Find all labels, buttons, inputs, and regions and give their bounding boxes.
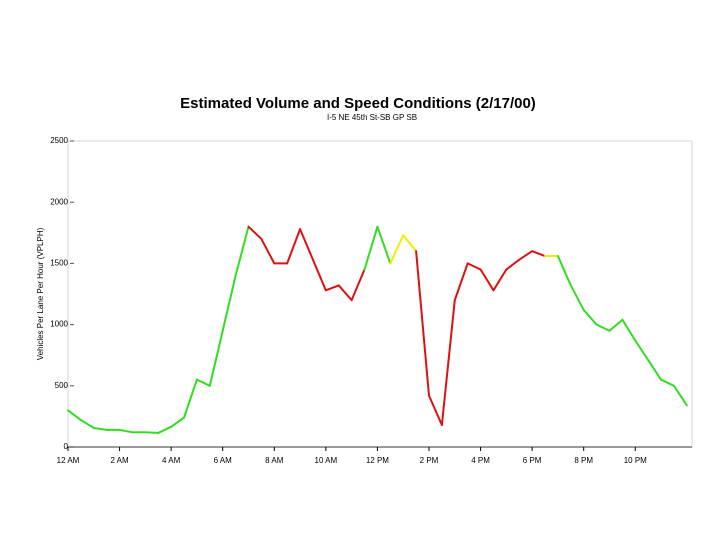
line-segment: [92, 427, 108, 431]
y-tick-label: 2500: [50, 136, 68, 145]
x-tick-label: 10 PM: [624, 456, 647, 465]
line-segment: [518, 250, 534, 261]
x-tick-label: 10 AM: [315, 456, 338, 465]
line-segment: [144, 431, 160, 434]
line-segment: [466, 262, 482, 271]
line-segment: [479, 268, 495, 292]
line-segment: [672, 384, 688, 407]
line-segment: [157, 425, 173, 434]
line-segment: [415, 250, 430, 397]
line-segment: [647, 359, 663, 381]
line-segment: [492, 268, 508, 292]
x-tick-label: 12 AM: [57, 456, 80, 465]
x-tick-label: 8 AM: [265, 456, 284, 465]
x-tick-label: 6 PM: [523, 456, 542, 465]
line-segment: [337, 284, 353, 302]
line-segment: [582, 308, 598, 326]
line-segment: [195, 378, 211, 387]
line-segment: [311, 258, 327, 292]
y-tick-label: 500: [55, 381, 69, 390]
y-tick-label: 2000: [50, 197, 68, 206]
line-segment: [221, 274, 237, 332]
line-segment: [350, 268, 366, 302]
x-tick-label: 2 AM: [110, 456, 129, 465]
line-segment: [208, 329, 224, 387]
line-segment: [67, 409, 82, 422]
line-segment: [505, 258, 521, 271]
plot-frame: [67, 140, 693, 448]
chart-subtitle: I-5 NE 45th St-SB GP SB: [327, 113, 417, 122]
x-tick-label: 4 AM: [162, 456, 181, 465]
x-tick-label: 8 PM: [574, 456, 593, 465]
x-tick-label: 4 PM: [471, 456, 490, 465]
y-axis-label: Vehicles Per Lane Per Hour (VPLPH): [36, 227, 45, 360]
line-segment: [118, 428, 134, 434]
line-segment: [234, 225, 250, 277]
line-segment: [621, 318, 637, 342]
line-segment: [427, 394, 443, 426]
x-tick-label: 6 AM: [214, 456, 233, 465]
line-segment: [453, 262, 469, 302]
line-segment: [531, 250, 547, 258]
line-segment: [286, 228, 302, 265]
chart-title: Estimated Volume and Speed Conditions (2…: [180, 95, 536, 112]
line-segment: [363, 225, 379, 271]
line-segment: [556, 255, 572, 287]
x-tick-label: 12 PM: [366, 456, 389, 465]
line-segment: [402, 234, 418, 253]
y-tick-label: 1500: [50, 259, 68, 268]
y-tick-label: 1000: [50, 320, 68, 329]
line-segment: [183, 378, 198, 419]
line-segment: [170, 416, 186, 428]
line-segment: [389, 234, 405, 265]
line-segment: [660, 378, 675, 387]
line-segment: [376, 225, 392, 265]
line-segment: [608, 318, 624, 332]
line-segment: [260, 237, 276, 265]
line-segment: [299, 228, 314, 261]
line-segment: [247, 225, 263, 240]
line-segment: [324, 284, 340, 292]
line-segment: [634, 339, 650, 362]
x-tick-label: 2 PM: [420, 456, 439, 465]
line-segment: [440, 299, 456, 426]
line-segment: [595, 323, 611, 332]
line-segment: [569, 284, 585, 311]
line-segment: [79, 419, 95, 430]
y-tick-label: 0: [64, 442, 69, 451]
